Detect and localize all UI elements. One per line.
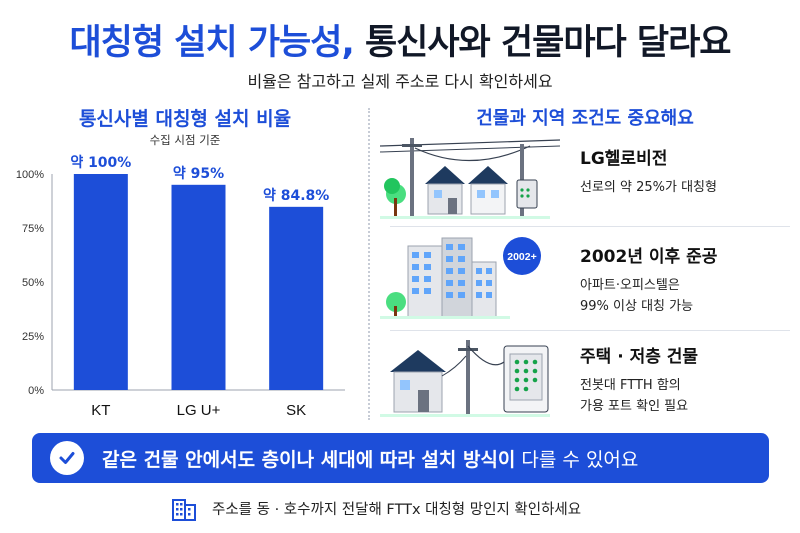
- row-title: 2002년 이후 준공: [580, 247, 718, 267]
- data-label: 약 95%: [173, 165, 224, 182]
- data-label: 약 84.8%: [263, 187, 329, 204]
- data-label: 약 100%: [70, 154, 131, 171]
- row-separator: [390, 330, 790, 331]
- y-tick-label: 0%: [28, 385, 44, 397]
- bar-lg-u-: [171, 184, 226, 390]
- condition-row-2002: 2002+ 2002년 이후 준공 아파트·오피스텔은 99% 이상 대칭 가능: [380, 232, 790, 324]
- bar-sk: [269, 206, 324, 390]
- row-text: 주택 · 저층 건물 전봇대 FTTH 함의 가용 포트 확인 필요: [580, 342, 698, 417]
- house-ftth-box-illustration: [380, 340, 550, 417]
- y-tick-label: 25%: [22, 331, 44, 343]
- condition-row-low-rise: 주택 · 저층 건물 전봇대 FTTH 함의 가용 포트 확인 필요: [380, 332, 790, 424]
- banner-text-bold: 같은 건물 안에서도 층이나 세대에 따라 설치 방식이: [102, 448, 516, 471]
- bar-chart: 0% 25% 50% 75% 100% 약 100% KT 약 95% LG U+ 약 84.8%…: [16, 154, 345, 419]
- row-line: 99% 이상 대칭 가능: [580, 299, 694, 314]
- row-line: 전봇대 FTTH 함의: [580, 378, 681, 393]
- footer-text: 주소를 동 · 호수까지 전달해 FTTx 대칭형 망인지 확인하세요: [212, 501, 582, 518]
- building-icon: [172, 499, 196, 521]
- chart-title: 통신사별 대칭형 설치 비율: [78, 108, 292, 130]
- row-title: LG헬로비전: [580, 149, 668, 169]
- row-line: 선로의 약 25%가 대칭형: [580, 180, 717, 195]
- bar-kt: [73, 174, 128, 390]
- banner-text: 같은 건물 안에서도 층이나 세대에 따라 설치 방식이 다를 수 있어요: [102, 445, 638, 472]
- y-tick-label: 50%: [22, 277, 44, 289]
- y-tick-label: 75%: [22, 223, 44, 235]
- panel-divider: [368, 108, 370, 420]
- page-title: 대칭형 설치 가능성, 통신사와 건물마다 달라요: [0, 14, 800, 65]
- chart-note: 수집 시점 기준: [149, 133, 221, 147]
- page-subtitle: 비율은 참고하고 실제 주소로 다시 확인하세요: [247, 72, 553, 91]
- row-title: 주택 · 저층 건물: [580, 347, 699, 367]
- row-separator: [390, 226, 790, 227]
- x-tick-label: SK: [286, 402, 306, 419]
- row-text: 2002년 이후 준공 아파트·오피스텔은 99% 이상 대칭 가능: [580, 242, 717, 317]
- condition-row-lg-hellovision: LG헬로비전 선로의 약 25%가 대칭형: [380, 134, 790, 226]
- right-panel-title: 건물과 지역 조건도 중요해요: [476, 108, 694, 129]
- y-tick-label: 100%: [16, 169, 44, 181]
- x-tick-label: KT: [91, 402, 110, 419]
- check-circle-icon: [50, 441, 84, 475]
- apartment-buildings-illustration: 2002+: [380, 237, 541, 319]
- x-tick-label: LG U+: [177, 402, 221, 419]
- footer-note: 주소를 동 · 호수까지 전달해 FTTx 대칭형 망인지 확인하세요: [170, 492, 581, 524]
- row-line: 가용 포트 확인 필요: [580, 399, 689, 414]
- year-badge: 2002+: [507, 251, 537, 263]
- row-text: LG헬로비전 선로의 약 25%가 대칭형: [580, 144, 717, 198]
- title-highlight: 대칭형 설치 가능성,: [69, 23, 354, 63]
- notice-banner: 같은 건물 안에서도 층이나 세대에 따라 설치 방식이 다를 수 있어요: [32, 433, 769, 483]
- houses-utility-pole-illustration: [380, 138, 560, 219]
- title-rest: 통신사와 건물마다 달라요: [364, 23, 732, 63]
- row-line: 아파트·오피스텔은: [580, 278, 680, 293]
- banner-text-light: 다를 수 있어요: [515, 448, 639, 471]
